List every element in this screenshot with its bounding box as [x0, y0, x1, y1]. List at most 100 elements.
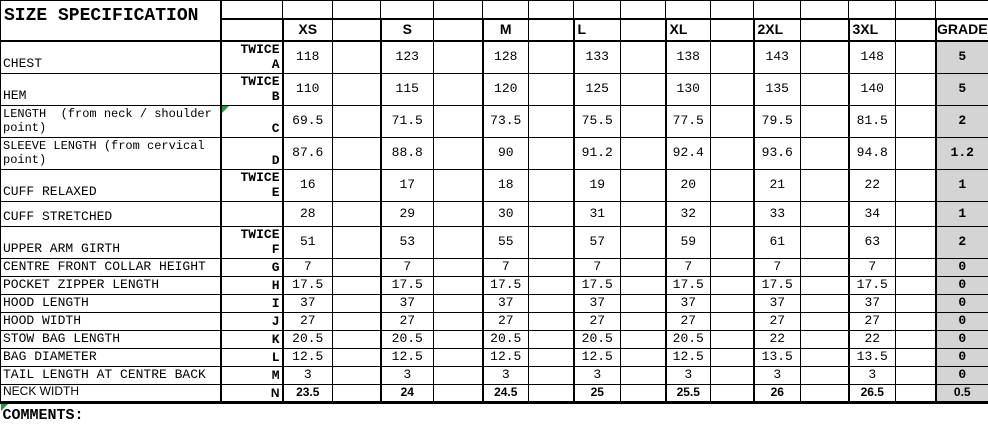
cell-grade: 0 [936, 277, 988, 295]
twice-label: TWICE [240, 171, 279, 186]
row-letter: I [272, 297, 280, 312]
cell-value: 90 [483, 138, 529, 170]
cell-grade: 0 [936, 349, 988, 367]
row-letter: N [271, 387, 280, 401]
row-label: UPPER ARM GIRTH [1, 227, 221, 259]
spacer-cell [711, 170, 754, 202]
spacer-cell [801, 277, 849, 295]
cell-value: 37 [483, 295, 529, 313]
cell-value: 7 [483, 259, 529, 277]
row-letter: L [272, 351, 280, 366]
cell-value: 7 [849, 259, 896, 277]
row-label: BAG DIAMETER [1, 349, 221, 367]
cell-value: 79.5 [754, 106, 801, 138]
cell-value: 23.5 [283, 385, 333, 403]
spacer-cell [483, 1, 529, 19]
cell-value: 3 [849, 367, 896, 385]
cell-value: 3 [381, 367, 434, 385]
spacer-cell [529, 277, 574, 295]
cell-value: 63 [849, 227, 896, 259]
spacer-cell [801, 138, 849, 170]
size-header-s: S [381, 19, 434, 41]
spacer-cell [333, 367, 381, 385]
spacer-cell [529, 138, 574, 170]
letter-box: L [222, 351, 282, 366]
cell-grade: 0.5 [936, 385, 988, 403]
twice-label: TWICE [240, 75, 279, 90]
spacer-cell [333, 331, 381, 349]
cell-value: 7 [754, 259, 801, 277]
spacer-cell [434, 385, 483, 403]
spacer-cell [896, 138, 936, 170]
letter-box: M [222, 369, 282, 384]
spacer-cell [333, 1, 381, 19]
spacer-cell [621, 74, 666, 106]
cell-value: 120 [483, 74, 529, 106]
cell-value: 7 [666, 259, 711, 277]
spacer-cell [801, 170, 849, 202]
spacer-cell [801, 41, 849, 74]
spacer-cell [221, 1, 283, 19]
spacer-cell [621, 106, 666, 138]
spacer-cell [621, 385, 666, 403]
spacer-cell [434, 295, 483, 313]
spacer-cell [434, 138, 483, 170]
spacer-cell [801, 74, 849, 106]
row-label: CUFF STRETCHED [1, 202, 221, 227]
row-label: POCKET ZIPPER LENGTH [1, 277, 221, 295]
spacer-cell [801, 259, 849, 277]
cell-value: 77.5 [666, 106, 711, 138]
spacer-cell [896, 170, 936, 202]
cell-value: 135 [754, 74, 801, 106]
cell-value: 123 [381, 41, 434, 74]
spacer-cell [896, 313, 936, 331]
spacer-cell [801, 202, 849, 227]
spacer-cell [666, 1, 711, 19]
cell-value: 118 [283, 41, 333, 74]
cell-value: 91.2 [574, 138, 621, 170]
spacer-cell [896, 259, 936, 277]
spacer-cell [333, 106, 381, 138]
cell-value: 125 [574, 74, 621, 106]
row-letter: H [272, 279, 280, 294]
row-label: CHEST [1, 41, 221, 74]
spacer-cell [434, 170, 483, 202]
spacer-cell [529, 170, 574, 202]
cell-value: 37 [574, 295, 621, 313]
spacer-cell [849, 1, 896, 19]
row-letter-cell: C [221, 106, 283, 138]
cell-grade: 5 [936, 74, 988, 106]
cell-grade: 2 [936, 106, 988, 138]
spacer-cell [529, 367, 574, 385]
cell-value: 37 [849, 295, 896, 313]
cell-grade: 1 [936, 202, 988, 227]
spacer-cell [529, 331, 574, 349]
row-label: HEM [1, 74, 221, 106]
cell-value: 37 [381, 295, 434, 313]
spacer-cell [621, 277, 666, 295]
cell-value: 7 [381, 259, 434, 277]
cell-value: 138 [666, 41, 711, 74]
spacer-cell [529, 19, 574, 41]
cell-value: 17.5 [483, 277, 529, 295]
spacer-cell [621, 295, 666, 313]
row-letter-cell: K [221, 331, 283, 349]
spacer-cell [434, 349, 483, 367]
letter-box: C [222, 122, 282, 137]
cell-value: 24 [381, 385, 434, 403]
twice-label: TWICE [240, 228, 279, 243]
spacer-cell [801, 106, 849, 138]
spacer-cell [621, 367, 666, 385]
cell-value: 3 [574, 367, 621, 385]
row-letter: K [272, 333, 280, 348]
row-letter-cell: D [221, 138, 283, 170]
cell-value: 37 [754, 295, 801, 313]
row-letter: D [272, 154, 280, 169]
comments-label: COMMENTS: [3, 407, 84, 424]
cell-value: 25.5 [666, 385, 711, 403]
spacer-cell [711, 138, 754, 170]
cell-value: 148 [849, 41, 896, 74]
